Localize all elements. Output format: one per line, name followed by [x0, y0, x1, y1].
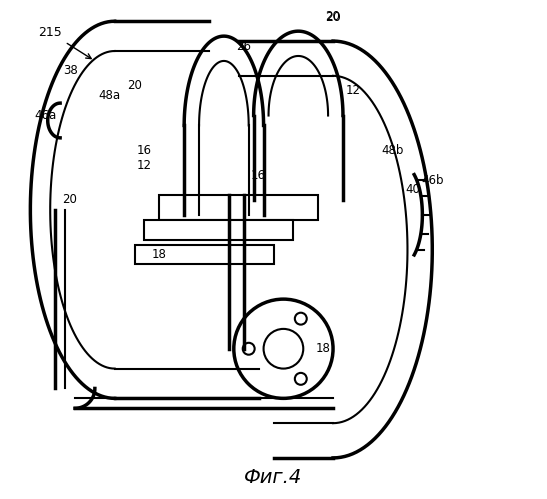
Text: 16: 16: [137, 144, 152, 157]
Text: 20: 20: [325, 11, 341, 24]
Text: 16: 16: [251, 169, 266, 182]
Text: 26: 26: [236, 39, 251, 52]
Text: 48a: 48a: [98, 89, 121, 102]
FancyBboxPatch shape: [144, 220, 293, 240]
Text: 48b: 48b: [381, 144, 404, 157]
Text: 20: 20: [62, 194, 78, 207]
Text: 38: 38: [63, 64, 78, 77]
Text: 20: 20: [325, 10, 340, 23]
FancyBboxPatch shape: [159, 195, 318, 220]
Text: Фиг.4: Фиг.4: [245, 468, 302, 487]
Text: 12: 12: [137, 159, 152, 172]
Text: 40: 40: [405, 184, 420, 197]
Text: 20: 20: [127, 79, 142, 92]
Text: 46b: 46b: [421, 174, 444, 187]
Text: 18: 18: [316, 342, 330, 355]
Text: 215: 215: [38, 26, 91, 58]
Text: 46a: 46a: [34, 109, 56, 122]
Text: 12: 12: [345, 84, 360, 97]
Text: 18: 18: [152, 248, 167, 261]
FancyBboxPatch shape: [135, 245, 274, 264]
